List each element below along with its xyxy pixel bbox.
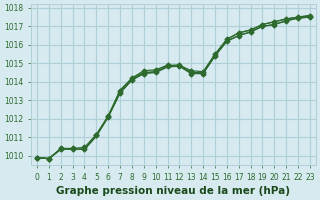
X-axis label: Graphe pression niveau de la mer (hPa): Graphe pression niveau de la mer (hPa) bbox=[56, 186, 291, 196]
